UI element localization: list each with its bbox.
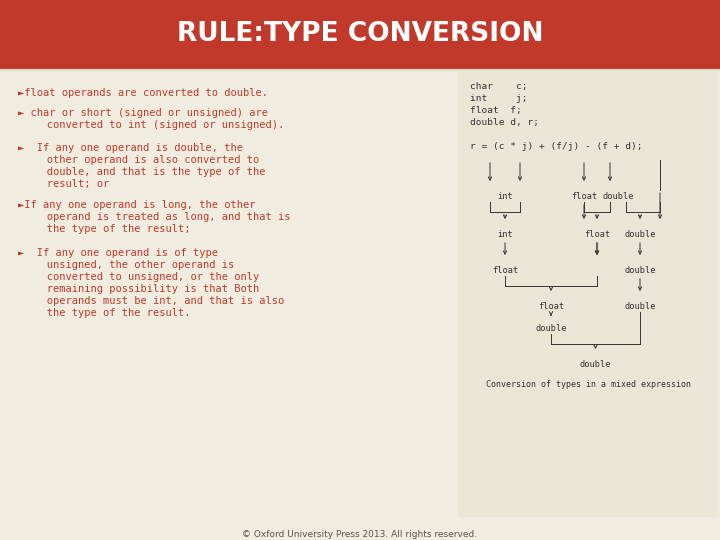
Text: int: int (497, 192, 513, 201)
Text: ►float operands are converted to double.: ►float operands are converted to double. (18, 88, 268, 98)
Text: remaining possibility is that Both: remaining possibility is that Both (28, 284, 259, 294)
Text: int     j;: int j; (470, 94, 528, 103)
Text: result; or: result; or (28, 179, 109, 189)
Text: int: int (497, 230, 513, 239)
Text: unsigned, the other operand is: unsigned, the other operand is (28, 260, 234, 270)
Text: double: double (602, 192, 634, 201)
Text: float: float (538, 302, 564, 311)
Text: the type of the result;: the type of the result; (28, 224, 191, 234)
Text: double d, r;: double d, r; (470, 118, 539, 127)
Bar (0, 68, 720, 540)
Text: operands must be int, and that is also: operands must be int, and that is also (28, 296, 284, 306)
Text: r = (c * j) + (f/j) - (f + d);: r = (c * j) + (f/j) - (f + d); (470, 142, 642, 151)
Text: float: float (492, 266, 518, 275)
Text: RULE:TYPE CONVERSION: RULE:TYPE CONVERSION (176, 21, 544, 47)
Text: converted to int (signed or unsigned).: converted to int (signed or unsigned). (28, 120, 284, 130)
Text: char    c;: char c; (470, 82, 528, 91)
Text: double: double (580, 360, 611, 369)
Text: © Oxford University Press 2013. All rights reserved.: © Oxford University Press 2013. All righ… (243, 530, 477, 539)
Text: double: double (535, 324, 567, 333)
Text: other operand is also converted to: other operand is also converted to (28, 155, 259, 165)
Text: double: double (624, 266, 656, 275)
Text: double: double (624, 302, 656, 311)
Text: operand is treated as long, and that is: operand is treated as long, and that is (28, 212, 290, 222)
Text: ► char or short (signed or unsigned) are: ► char or short (signed or unsigned) are (18, 108, 268, 118)
Bar (0, 0, 720, 68)
Text: double, and that is the type of the: double, and that is the type of the (28, 167, 266, 177)
Text: ►If any one operand is long, the other: ►If any one operand is long, the other (18, 200, 256, 210)
Text: Conversion of types in a mixed expression: Conversion of types in a mixed expressio… (487, 380, 691, 389)
Text: converted to unsigned, or the only: converted to unsigned, or the only (28, 272, 259, 282)
Text: double: double (624, 230, 656, 239)
Text: float  f;: float f; (470, 106, 522, 115)
Text: ►  If any one operand is of type: ► If any one operand is of type (18, 248, 218, 258)
Text: the type of the result.: the type of the result. (28, 308, 191, 318)
Text: float: float (584, 230, 610, 239)
Bar (458, 72, 716, 516)
Text: ►  If any one operand is double, the: ► If any one operand is double, the (18, 143, 243, 153)
Text: float: float (571, 192, 597, 201)
